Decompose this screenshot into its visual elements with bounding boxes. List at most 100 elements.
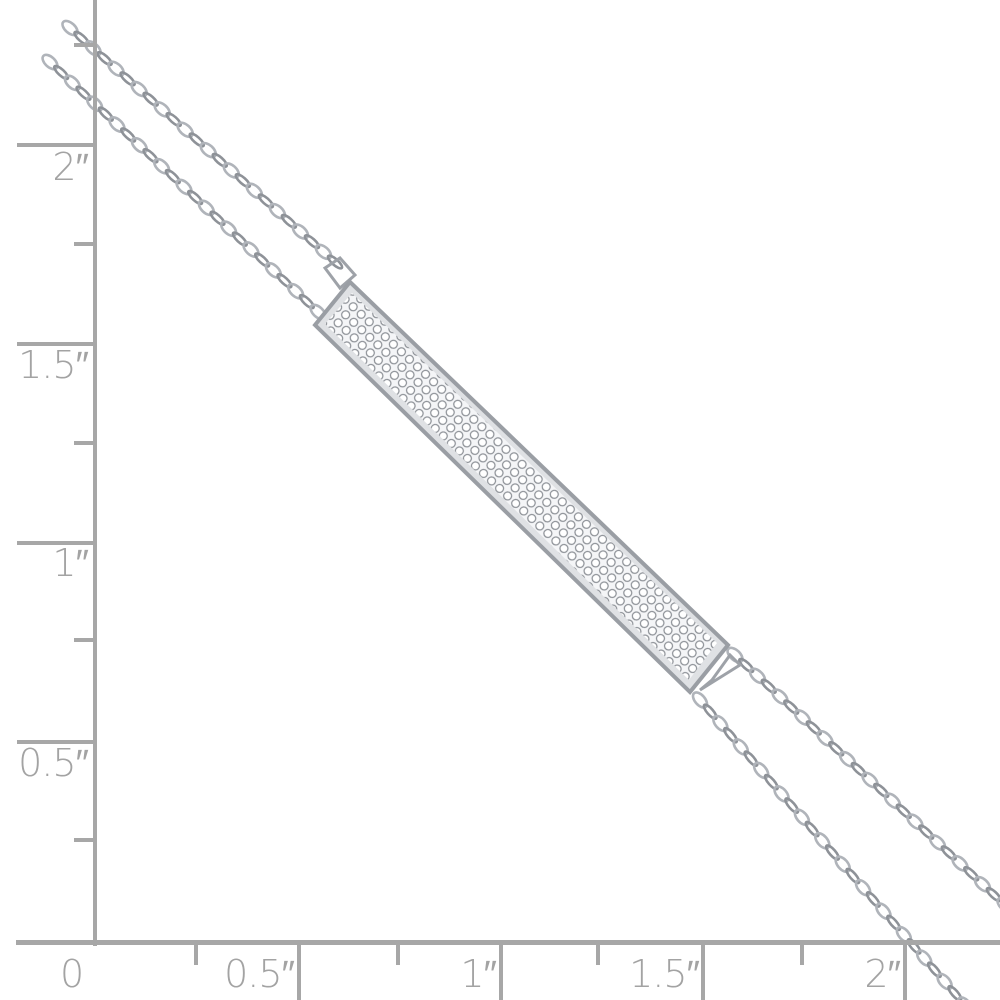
chain-link (918, 824, 935, 840)
chain-link (883, 792, 902, 810)
chain-link (712, 714, 729, 733)
ruler-major-tick (701, 943, 705, 1000)
chain-link (850, 761, 867, 778)
ruler-minor-tick (74, 441, 95, 445)
chain-link (186, 189, 204, 206)
ruler-minor-tick (396, 943, 400, 965)
ruler-label-v-2: 2″ (52, 145, 89, 189)
chain-link (814, 831, 831, 850)
chain-link (257, 193, 275, 209)
chain-link (211, 152, 229, 168)
ruler-label-h-1.5: 1.5″ (629, 952, 700, 996)
ruler-label-v-1.5: 1.5″ (18, 343, 89, 387)
ruler-label-h-0.5: 0.5″ (224, 952, 295, 996)
chain-link (752, 761, 770, 780)
chain-link (97, 106, 115, 122)
crystal-pave (325, 293, 717, 680)
ruler-minor-tick (800, 943, 804, 965)
chain-link (231, 231, 249, 247)
ruler-minor-tick (74, 43, 95, 47)
chain-link (804, 820, 820, 838)
chain-link (763, 773, 779, 791)
chain-link (873, 782, 890, 799)
chain-link (985, 886, 1000, 903)
ruler-major-tick (499, 943, 503, 1000)
chain-link (793, 709, 812, 726)
ruler-minor-tick (74, 838, 95, 842)
chains (41, 19, 1000, 1000)
chain-link (286, 282, 305, 300)
chain-link (188, 132, 206, 148)
chain-link (234, 172, 252, 189)
chain-link (303, 233, 321, 250)
chain-link (784, 797, 800, 814)
ruler-label-h-0: 0 (60, 952, 84, 996)
connector-bottom (699, 652, 743, 692)
ruler-label-h-2: 2″ (864, 952, 901, 996)
chain-link (245, 182, 264, 200)
chain-link (314, 243, 333, 261)
chain-link (119, 127, 137, 143)
chain-link (886, 914, 902, 932)
chain-link (75, 85, 92, 102)
chain-link (875, 902, 892, 920)
chain-link (107, 60, 125, 78)
chain-link (108, 116, 126, 133)
ruler-major-tick (297, 943, 301, 1000)
chain-link (926, 961, 943, 979)
chain-link (52, 64, 70, 81)
chain-link (130, 80, 148, 98)
chain-link (298, 293, 316, 310)
chain-link (845, 867, 861, 885)
chain-link (906, 813, 924, 831)
ruler-major-tick (903, 943, 907, 1000)
chain-link (773, 785, 790, 803)
ruler-major-tick (17, 541, 95, 545)
chain-link (164, 168, 182, 185)
chain-link (691, 691, 709, 709)
chain-link (915, 949, 933, 967)
chain-link (738, 657, 755, 674)
chain-link (61, 19, 79, 37)
chain-link (153, 101, 171, 118)
ruler-minor-tick (74, 638, 95, 642)
chain-link (130, 136, 149, 154)
chain-link (973, 875, 992, 893)
chain-link (771, 688, 789, 706)
chain-link (793, 808, 811, 827)
chain-link (152, 157, 171, 175)
ruler-major-tick (17, 342, 95, 346)
chain-link (861, 771, 879, 789)
chain-link (209, 210, 226, 227)
chain-link (176, 121, 195, 139)
chain-link (268, 202, 287, 220)
chain-link (276, 272, 293, 289)
chain-link (996, 896, 1000, 914)
chain-link (805, 720, 822, 736)
chain-link (197, 199, 216, 217)
chain-link (722, 726, 739, 744)
chain-link (895, 803, 912, 820)
ruler-label-v-0.5: 0.5″ (18, 741, 89, 785)
ruler-minor-tick (596, 943, 600, 965)
chain-link (242, 241, 260, 258)
chain-link (743, 750, 759, 768)
chain-link (940, 845, 957, 861)
chain-link (760, 678, 777, 695)
chain-link (963, 865, 980, 882)
chain-link (816, 729, 834, 747)
ruler-minor-tick (194, 943, 198, 965)
chain-link (951, 854, 969, 872)
chain-link (142, 91, 159, 107)
chain-link (956, 996, 974, 1000)
chain-link (928, 834, 947, 851)
chain-link (291, 223, 310, 240)
chain-link (865, 891, 881, 908)
chain-link (165, 111, 183, 128)
chain-link (253, 252, 271, 268)
ruler-minor-tick (74, 242, 95, 246)
chain-link (219, 220, 238, 238)
ruler-major-tick (17, 740, 95, 744)
